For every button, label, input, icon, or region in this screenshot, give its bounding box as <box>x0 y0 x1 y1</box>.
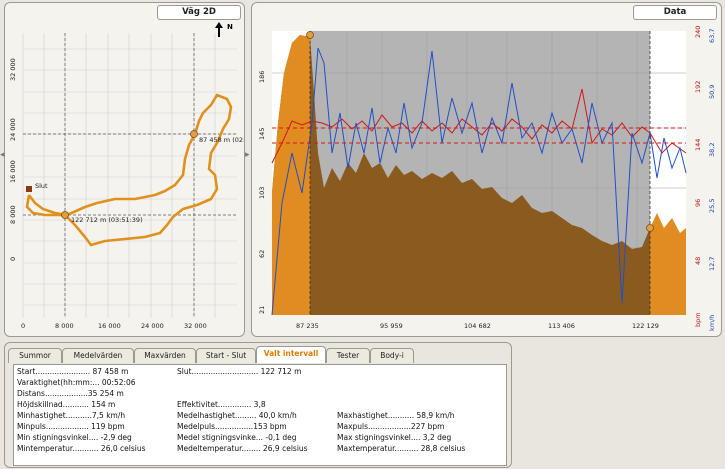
map-panel-title: Väg 2D <box>157 5 241 20</box>
data-x-tick-4: 122 129 <box>632 322 659 330</box>
stat-avg-hr: Medelpuls................153 bpm <box>177 422 287 431</box>
tab-start-slut[interactable]: Start - Slut <box>196 348 256 363</box>
stat-min-climb: Min stigningsvinkel.... -2,9 deg <box>17 433 132 442</box>
stat-start: Start....................... 87 458 m <box>17 367 129 376</box>
north-arrow-icon <box>215 22 223 37</box>
elevation-area <box>272 35 652 315</box>
marker-crosshairs <box>23 33 237 318</box>
average-lines <box>272 127 686 144</box>
tab-summor[interactable]: Summor <box>8 348 62 363</box>
interval-start-handle[interactable] <box>306 31 314 39</box>
map-y-tick-4: 0 <box>9 256 17 261</box>
tab-maxvarden[interactable]: Maxvärden <box>134 348 196 363</box>
bpm-tick-2: 144 <box>694 138 702 151</box>
stat-min-speed: Minhastighet...........7,5 km/h <box>17 411 126 420</box>
elev-tick-1: 145 <box>258 127 266 140</box>
elev-tick-3: 62 <box>258 249 266 258</box>
stats-table: Start....................... 87 458 m Sl… <box>13 364 507 466</box>
marker-start-label: 87 458 m (02:5 <box>199 136 244 144</box>
map-y-tick-0: 32 000 <box>9 58 17 81</box>
speed-line <box>271 47 687 316</box>
map-x-tick-0: 0 <box>21 322 26 330</box>
bpm-axis-label: bpm <box>694 312 702 327</box>
kmh-tick-0: 63,7 <box>708 28 716 43</box>
map-y-tick-3: 8 000 <box>9 205 17 224</box>
splitter-handle-icon[interactable]: ▸ <box>245 150 250 160</box>
kmh-axis-label: km/h <box>708 314 716 331</box>
kmh-tick-4: 12,7 <box>708 256 716 271</box>
slut-label: Slut <box>35 182 48 190</box>
tab-medelvarden[interactable]: Medelvärden <box>62 348 134 363</box>
map-x-tick-3: 24 000 <box>141 322 164 330</box>
map-panel: Väg 2D N 32 000 24 000 16 000 8 000 0 0 … <box>4 2 245 337</box>
stat-max-hr: Maxpuls..................227 bpm <box>337 422 445 431</box>
map-y-tick-1: 24 000 <box>9 118 17 141</box>
map-canvas[interactable] <box>5 3 244 336</box>
elev-tick-4: 21 <box>258 305 266 314</box>
stat-avg-temp: Medeltemperatur........ 26,9 celsius <box>177 444 308 453</box>
map-y-tick-2: 16 000 <box>9 160 17 183</box>
data-panel: Data 186 145 103 62 21 240 192 144 96 48 <box>251 2 722 337</box>
route-line <box>25 93 233 247</box>
elev-tick-0: 186 <box>258 70 266 83</box>
bpm-tick-3: 96 <box>694 198 702 207</box>
marker-end-dot[interactable] <box>61 211 69 219</box>
data-x-tick-0: 87 235 <box>296 322 319 330</box>
stat-distance: Distans..................35 254 m <box>17 389 124 398</box>
stat-max-temp: Maxtemperatur.......... 28,8 celsius <box>337 444 466 453</box>
stat-min-temp: Mintemperatur........... 26,0 celsius <box>17 444 146 453</box>
stat-max-climb: Max stigningsvinkel.... 3,2 deg <box>337 433 452 442</box>
data-chart[interactable] <box>252 3 721 336</box>
hr-line <box>271 88 687 164</box>
interval-markers <box>309 31 651 315</box>
stat-slut: Slut............................ 122 712… <box>177 367 302 376</box>
map-grid <box>22 33 237 318</box>
stat-duration: Varaktighet(hh:mm:... 00:52:06 <box>17 378 136 387</box>
kmh-tick-2: 38,2 <box>708 142 716 157</box>
marker-start-dot[interactable] <box>190 130 198 138</box>
stat-height: Höjdskillnad........... 154 m <box>17 400 116 409</box>
stat-efficiency: Effektivitet.............. 3,8 <box>177 400 266 409</box>
tab-valt-intervall[interactable]: Valt intervall <box>256 346 326 363</box>
stat-min-hr: Minpuls.................. 119 bpm <box>17 422 125 431</box>
data-x-tick-3: 113 406 <box>548 322 575 330</box>
data-x-tick-2: 104 682 <box>464 322 491 330</box>
slut-flag-icon <box>26 186 32 192</box>
data-panel-title: Data <box>633 5 717 20</box>
marker-end-label: 122 712 m (03:51:39) <box>71 216 143 224</box>
stat-avg-climb: Medel stigningsvinke... -0,1 deg <box>177 433 297 442</box>
interval-end-handle[interactable] <box>646 224 654 232</box>
map-x-tick-2: 16 000 <box>98 322 121 330</box>
tab-body-i[interactable]: Body-i <box>370 348 414 363</box>
bpm-tick-4: 48 <box>694 256 702 265</box>
kmh-tick-3: 25,5 <box>708 198 716 213</box>
elev-tick-2: 103 <box>258 186 266 199</box>
map-x-tick-1: 8 000 <box>55 322 74 330</box>
bpm-tick-1: 192 <box>694 80 702 93</box>
kmh-tick-1: 50,9 <box>708 84 716 99</box>
map-x-tick-4: 32 000 <box>184 322 207 330</box>
stat-avg-speed: Medelhastighet......... 40,0 km/h <box>177 411 297 420</box>
north-label: N <box>227 23 233 31</box>
collapse-left-icon[interactable]: ◂ <box>0 150 5 160</box>
stat-max-speed: Maxhastighet........... 58,9 km/h <box>337 411 455 420</box>
tab-tester[interactable]: Tester <box>326 348 370 363</box>
bpm-tick-0: 240 <box>694 25 702 38</box>
data-x-tick-1: 95 959 <box>380 322 403 330</box>
